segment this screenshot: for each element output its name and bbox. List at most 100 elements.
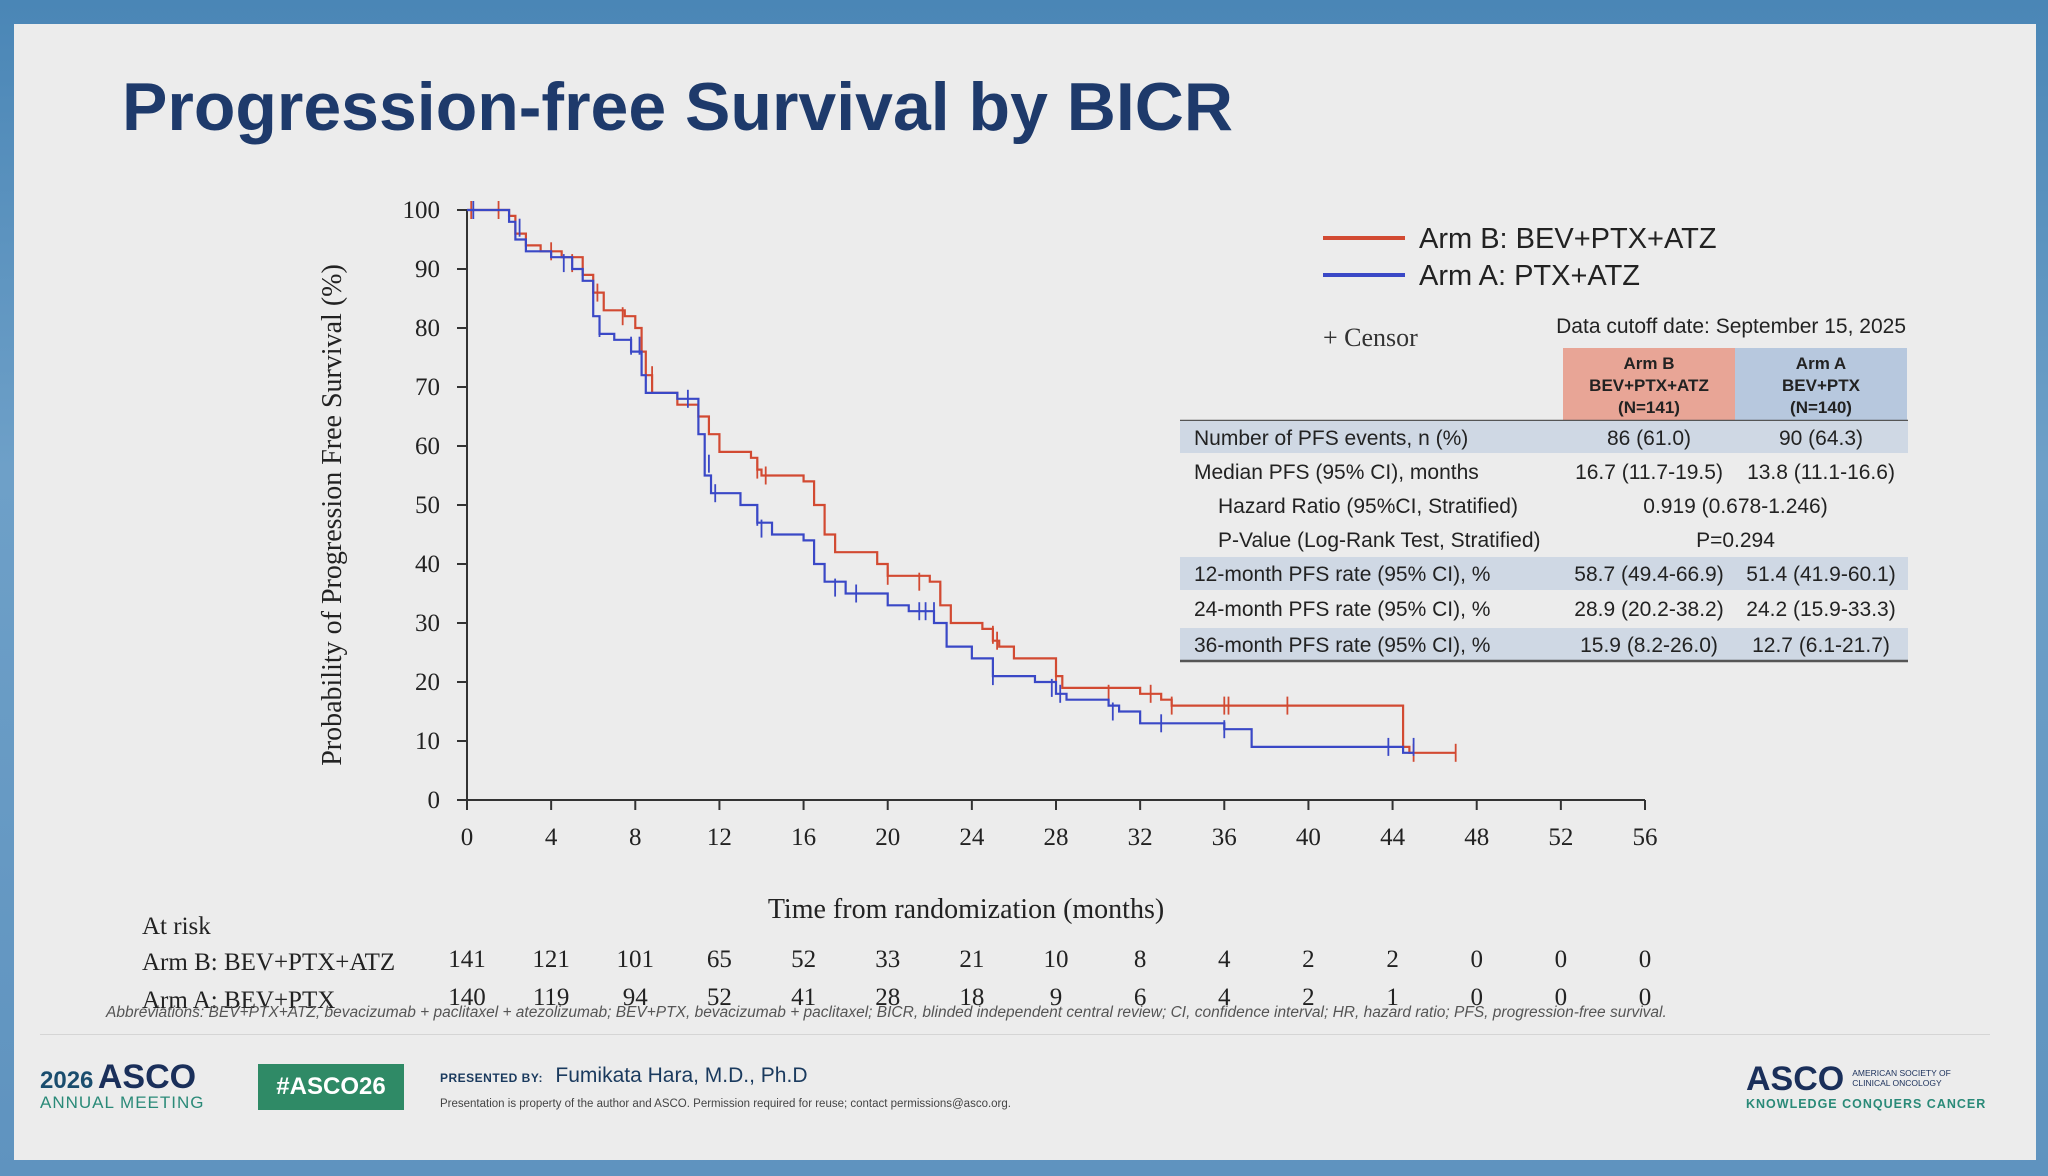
meeting-subtitle: ANNUAL MEETING xyxy=(40,1093,205,1112)
x-tick-label: 4 xyxy=(545,824,558,851)
x-tick-label: 56 xyxy=(1633,824,1658,851)
x-tick-label: 40 xyxy=(1296,824,1321,851)
disclaimer: Presentation is property of the author a… xyxy=(440,1098,1011,1110)
y-axis-title: Probability of Progression Free Survival… xyxy=(317,264,348,766)
at-risk-count: 94 xyxy=(623,984,649,1011)
row-value-arm-a: 12.7 (6.1-21.7) xyxy=(1752,634,1890,657)
at-risk-count: 0 xyxy=(1555,946,1568,973)
asco-tagline: KNOWLEDGE CONQUERS CANCER xyxy=(1746,1097,1987,1111)
presenter-name: Fumikata Hara, M.D., Ph.D xyxy=(555,1064,808,1087)
row-label: P-Value (Log-Rank Test, Stratified) xyxy=(1218,529,1541,552)
row-shade xyxy=(1180,628,1908,661)
at-risk-count: 6 xyxy=(1134,984,1147,1011)
x-axis-title: Time from randomization (months) xyxy=(768,894,1164,925)
row-label: Hazard Ratio (95%CI, Stratified) xyxy=(1218,495,1518,518)
footer-divider xyxy=(40,1034,1990,1035)
km-curve xyxy=(467,208,1414,754)
at-risk-count: 18 xyxy=(959,984,984,1011)
column-header: BEV+PTX+ATZ xyxy=(1589,376,1709,395)
x-tick-label: 36 xyxy=(1212,824,1237,851)
at-risk-count: 140 xyxy=(448,984,486,1011)
at-risk-count: 4 xyxy=(1218,946,1231,973)
column-header: (N=140) xyxy=(1790,398,1852,417)
x-tick-label: 24 xyxy=(959,824,985,851)
censor-legend: + Censor xyxy=(1323,323,1418,352)
meeting-brand: ASCO xyxy=(97,1058,197,1096)
y-tick-label: 90 xyxy=(415,256,440,283)
cutoff-date: Data cutoff date: September 15, 2025 xyxy=(1556,315,1906,338)
column-header-bg xyxy=(1735,348,1907,420)
row-value-arm-a: 24.2 (15.9-33.3) xyxy=(1746,598,1895,621)
y-tick-label: 80 xyxy=(415,315,440,342)
row-label: Number of PFS events, n (%) xyxy=(1194,427,1468,450)
asco-logo-small: AMERICAN SOCIETY OF CLINICAL ONCOLOGY xyxy=(1852,1068,1951,1088)
meeting-year: 2026 xyxy=(40,1067,94,1094)
row-value-arm-b: 86 (61.0) xyxy=(1607,427,1691,450)
x-tick-label: 52 xyxy=(1548,824,1573,851)
asco-annual-meeting-logo: 2026 ASCO ANNUAL MEETING xyxy=(40,1058,205,1113)
legend: Arm B: BEV+PTX+ATZ Arm A: PTX+ATZ + Censor xyxy=(1323,223,1717,352)
presenter-block: PRESENTED BY: Fumikata Hara, M.D., Ph.D xyxy=(440,1064,807,1088)
at-risk-count: 52 xyxy=(791,946,816,973)
asco-logo-word: ASCO xyxy=(1746,1060,1845,1098)
at-risk-count: 0 xyxy=(1555,984,1568,1011)
at-risk-count: 119 xyxy=(533,984,570,1011)
at-risk-count: 4 xyxy=(1218,984,1231,1011)
x-tick-label: 16 xyxy=(791,824,816,851)
at-risk-count: 21 xyxy=(959,946,984,973)
row-value-arm-a: 51.4 (41.9-60.1) xyxy=(1746,563,1895,586)
y-tick-label: 20 xyxy=(415,669,440,696)
column-header-bg xyxy=(1563,348,1735,420)
km-chart: 0 4 8 12 16 20 24 28 32 36 40 44 48 52 560102030405060… xyxy=(142,197,1908,1014)
y-tick-label: 30 xyxy=(415,610,440,637)
y-tick-label: 60 xyxy=(415,433,440,460)
legend-label: Arm B: BEV+PTX+ATZ xyxy=(1419,223,1717,255)
y-tick-label: 100 xyxy=(403,197,441,224)
at-risk-count: 121 xyxy=(532,946,570,973)
x-tick-label: 44 xyxy=(1380,824,1406,851)
row-label: 24-month PFS rate (95% CI), % xyxy=(1194,598,1490,621)
at-risk-count: 41 xyxy=(791,984,816,1011)
column-header: (N=141) xyxy=(1618,398,1680,417)
row-shade xyxy=(1180,421,1908,453)
slide-background xyxy=(14,24,2036,1160)
at-risk-count: 8 xyxy=(1134,946,1147,973)
slide-title: Progression-free Survival by BICR xyxy=(122,69,1234,145)
at-risk-count: 52 xyxy=(707,984,732,1011)
at-risk-count: 9 xyxy=(1050,984,1063,1011)
y-tick-label: 0 xyxy=(428,787,441,814)
x-tick-label: 28 xyxy=(1044,824,1069,851)
row-value-arm-a: 13.8 (11.1-16.6) xyxy=(1747,461,1895,484)
at-risk-count: 2 xyxy=(1302,984,1315,1011)
at-risk-count: 65 xyxy=(707,946,732,973)
survival-curves xyxy=(467,201,1457,762)
y-tick-label: 70 xyxy=(415,374,440,401)
hashtag-badge: #ASCO26 xyxy=(258,1064,404,1110)
y-tick-label: 40 xyxy=(415,551,440,578)
y-tick-label: 50 xyxy=(415,492,440,519)
row-value-arm-b: 15.9 (8.2-26.0) xyxy=(1580,634,1718,657)
series-arm-a xyxy=(467,201,1415,756)
at-risk-count: 28 xyxy=(875,984,900,1011)
at-risk-count: 0 xyxy=(1470,984,1483,1011)
row-label: 12-month PFS rate (95% CI), % xyxy=(1194,563,1490,586)
at-risk-count: 10 xyxy=(1044,946,1069,973)
row-value: P=0.294 xyxy=(1696,529,1775,552)
at-risk-count: 33 xyxy=(875,946,900,973)
row-shade xyxy=(1180,557,1908,590)
axes: 0 4 8 12 16 20 24 28 32 36 40 44 48 52 560102030405060… xyxy=(317,197,1658,925)
at-risk-count: 2 xyxy=(1386,946,1399,973)
at-risk-count: 0 xyxy=(1639,984,1652,1011)
x-tick-label: 0 xyxy=(461,824,474,851)
row-label: 36-month PFS rate (95% CI), % xyxy=(1194,634,1490,657)
x-tick-label: 48 xyxy=(1464,824,1489,851)
results-table: Data cutoff date: September 15, 2025 Arm … xyxy=(1180,315,1908,663)
at-risk-count: 141 xyxy=(448,946,486,973)
row-value-arm-a: 90 (64.3) xyxy=(1779,427,1863,450)
at-risk-row-label: Arm A: BEV+PTX xyxy=(142,987,335,1014)
at-risk-count: 101 xyxy=(617,946,655,973)
column-header: BEV+PTX xyxy=(1782,376,1861,395)
at-risk-count: 0 xyxy=(1470,946,1483,973)
x-tick-label: 12 xyxy=(707,824,732,851)
